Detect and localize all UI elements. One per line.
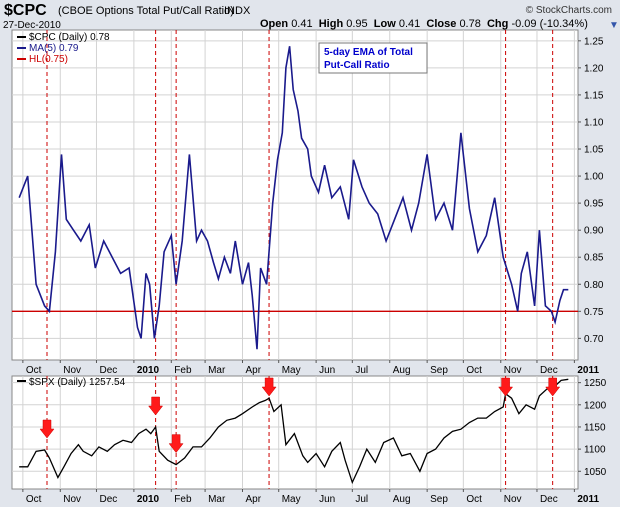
y-tick-label: 0.95 [584, 199, 604, 210]
ohlc-readout: Open 0.41 High 0.95 Low 0.41 Close 0.78 … [260, 18, 588, 30]
event-arrow-icon [168, 434, 184, 454]
legend-label: $SPX (Daily) 1257.54 [29, 377, 126, 388]
x-tick-label: Dec [99, 365, 117, 376]
x-tick-label: Dec [99, 494, 117, 505]
x-tick-label: Oct [466, 494, 482, 505]
x-tick-label: Mar [208, 365, 226, 376]
x-tick-label: Oct [26, 494, 42, 505]
x-tick-label: Nov [504, 365, 522, 376]
plot-area [11, 375, 579, 490]
y-tick-label: 0.85 [584, 253, 604, 264]
y-tick-label: 0.75 [584, 307, 604, 318]
open-label: Open [260, 18, 289, 30]
x-tick-label: Nov [63, 365, 81, 376]
high-label: High [318, 18, 344, 30]
x-tick-label: 2010 [137, 365, 160, 376]
event-arrow-icon [148, 396, 164, 416]
x-tick-label: Oct [26, 365, 42, 376]
annotation-box [318, 42, 428, 74]
chg-label: Chg [486, 18, 509, 30]
x-tick-label: Jun [319, 494, 335, 505]
y-tick-label: 1100 [584, 445, 606, 456]
chart-date: 27-Dec-2010 [3, 20, 61, 31]
x-tick-label: Nov [504, 494, 522, 505]
legend-label: MA(5) 0.79 [29, 43, 79, 54]
event-arrow-icon [498, 377, 514, 397]
event-arrow-icon [39, 419, 55, 439]
cpc-panel: 0.70 0.75 0.80 0.85 0.90 0.95 1.00 1.05 1.10 1.15… [11, 29, 604, 376]
x-tick-label: Aug [393, 494, 411, 505]
y-tick-label: 1150 [584, 422, 606, 433]
exchange-label: INDX [224, 5, 251, 17]
x-tick-label: Oct [466, 365, 482, 376]
low-label: Low [373, 18, 396, 30]
x-tick-label: Dec [540, 494, 558, 505]
x-tick-label: 2011 [577, 494, 599, 505]
x-tick-label: May [282, 494, 301, 505]
x-tick-label: 2011 [577, 365, 599, 376]
y-tick-label: 1.15 [584, 90, 604, 101]
symbol-title: $CPC [4, 2, 47, 19]
plot-area [11, 29, 579, 361]
close-label: Close [426, 18, 457, 30]
chg-value: -0.09 (-10.34%) [511, 18, 588, 30]
x-tick-label: Sep [430, 365, 448, 376]
x-tick-label: Aug [393, 365, 411, 376]
x-tick-label: Mar [208, 494, 226, 505]
y-tick-label: 1.00 [584, 172, 604, 183]
x-tick-label: Jul [355, 365, 368, 376]
copyright-label: © StockCharts.com [525, 5, 612, 16]
x-tick-label: Sep [430, 494, 448, 505]
x-tick-label: Apr [246, 365, 262, 376]
close-value: 0.78 [459, 18, 481, 30]
x-tick-label: Nov [63, 494, 81, 505]
cpc-ma-line [18, 46, 569, 350]
spx-panel: 1050 1100 1150 1200 1250 Oct Nov Dec 2010 Feb Mar A… [11, 375, 607, 505]
y-tick-label: 1.05 [584, 145, 604, 156]
open-value: 0.41 [291, 18, 313, 30]
y-tick-label: 1200 [584, 400, 607, 411]
x-tick-label: Dec [540, 365, 558, 376]
y-tick-label: 0.80 [584, 280, 604, 291]
annotation-line-1: 5-day EMA of Total [324, 47, 413, 58]
y-tick-label: 1050 [584, 467, 607, 478]
legend-label: $CPC (Daily) 0.78 [29, 32, 110, 43]
annotation-line-2: Put-Call Ratio [324, 60, 390, 71]
event-arrow-icon [545, 377, 561, 397]
chart-header: $CPC (CBOE Options Total Put/Call Ratio)… [0, 0, 620, 34]
y-tick-label: 1.25 [584, 36, 604, 47]
y-tick-label: 1.10 [584, 117, 604, 128]
x-tick-label: Jul [355, 494, 368, 505]
x-tick-label: May [282, 365, 301, 376]
y-tick-label: 0.90 [584, 226, 604, 237]
legend-label: HL(0.75) [29, 54, 68, 65]
x-tick-label: Feb [174, 365, 192, 376]
low-value: 0.41 [398, 18, 421, 30]
y-tick-label: 1.20 [584, 63, 604, 74]
symbol-name: (CBOE Options Total Put/Call Ratio) [58, 5, 234, 17]
y-tick-label: 0.70 [584, 334, 604, 345]
event-arrow-icon [261, 377, 277, 397]
x-tick-label: Apr [246, 494, 262, 505]
x-tick-label: Feb [174, 494, 192, 505]
x-tick-label: Jun [319, 365, 335, 376]
y-tick-label: 1250 [584, 378, 607, 389]
spx-line [19, 378, 569, 485]
x-tick-label: 2010 [137, 494, 160, 505]
dropdown-arrow-icon[interactable]: ▼ [609, 20, 619, 31]
high-value: 0.95 [346, 18, 368, 30]
